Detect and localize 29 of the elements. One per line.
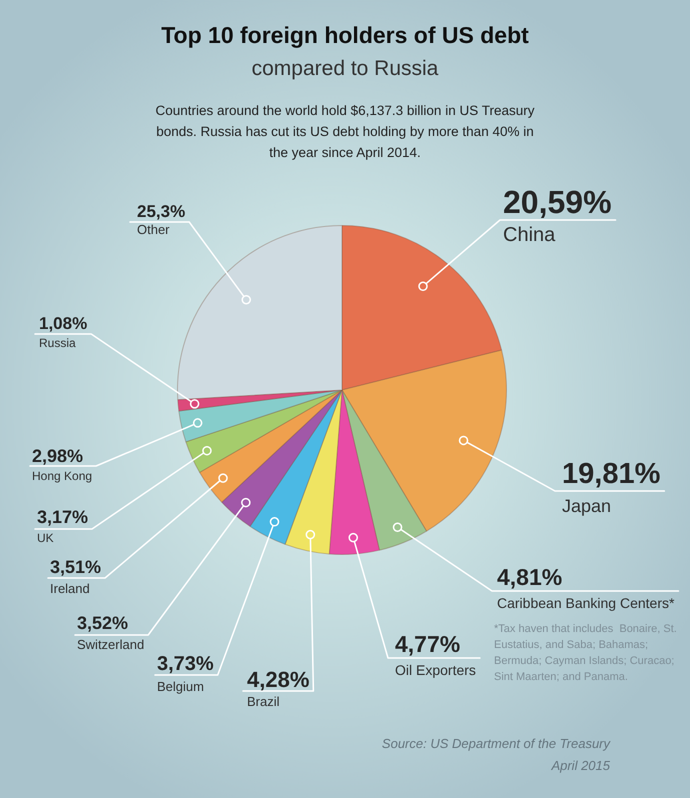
text: Countries around the world hold $6,137.3 billion in US Treasury bonds. Russia has cut its US debt holding by more than 40% in the year since April 2014. [155, 102, 535, 162]
data-label: 4,77% [395, 631, 460, 657]
data-label: 25,3% [137, 202, 186, 221]
data-label: 3,52% [77, 613, 128, 633]
chart-title: Top 10 foreign holders of US debt [160, 21, 530, 50]
data-label: 3,17% [37, 507, 88, 527]
slice-label: Other [137, 222, 170, 237]
data-label: 4,28% [247, 667, 310, 692]
slice-label: Hong Kong [32, 469, 92, 483]
slice-label: Russia [39, 336, 76, 350]
slice-label: Ireland [50, 581, 90, 596]
text: April 2015 [550, 757, 610, 775]
slice-label: UK [37, 531, 54, 545]
data-label: 20,59% [503, 184, 612, 220]
slice-label: Caribbean Banking Centers* [497, 595, 675, 611]
slice-label: Oil Exporters [395, 662, 476, 678]
data-label: 1,08% [39, 314, 88, 333]
data-label: 19,81% [562, 458, 661, 490]
slice-label: Japan [562, 496, 612, 516]
chart-subtitle: compared to Russia [250, 56, 440, 82]
slice-label: Belgium [157, 679, 204, 694]
slice-label: Brazil [247, 694, 280, 709]
data-label: 3,51% [50, 557, 102, 577]
source-note: Source: US Department of the Treasury [380, 735, 610, 753]
data-label: 4,81% [497, 564, 562, 590]
data-label: 2,98% [32, 446, 84, 466]
slice-label: Switzerland [77, 637, 144, 652]
slice-label: China [503, 224, 556, 246]
data-label: 3,73% [157, 653, 214, 675]
